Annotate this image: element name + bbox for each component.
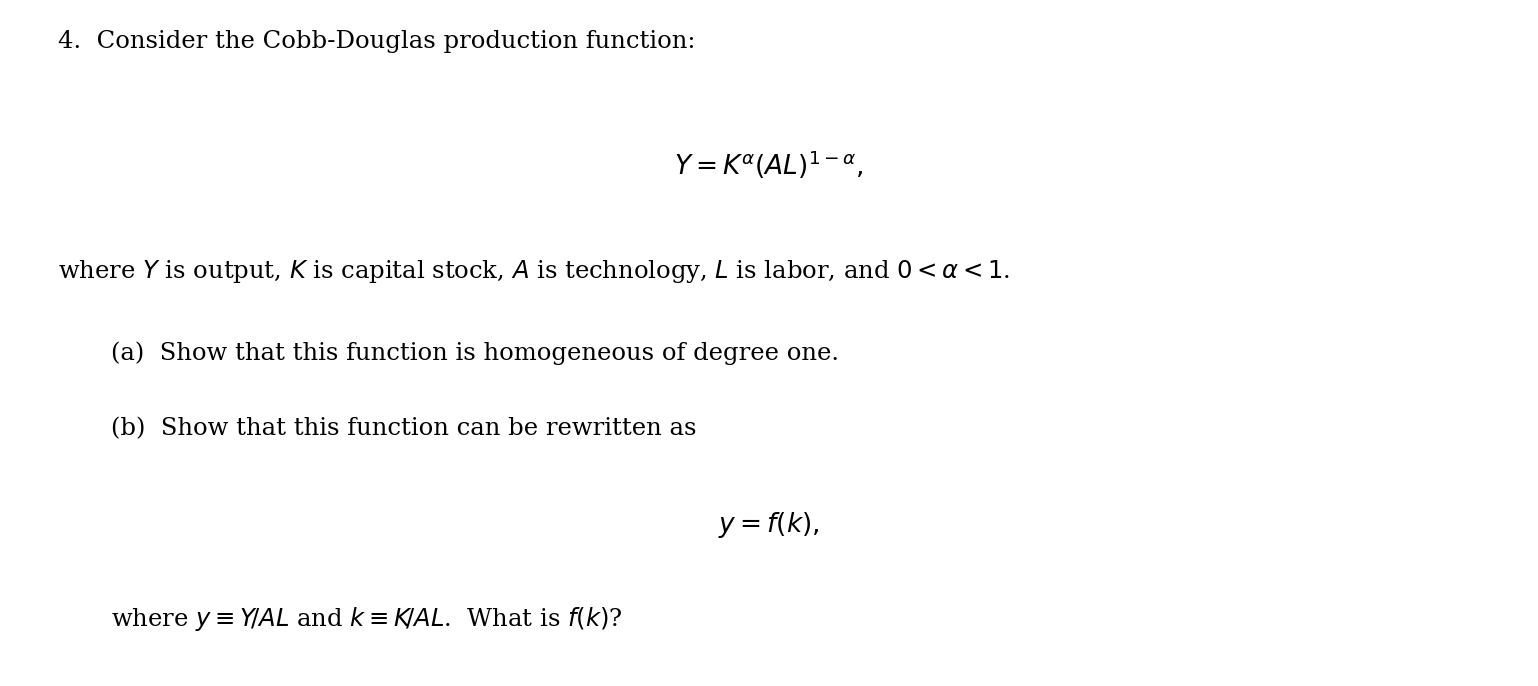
Text: where $Y$ is output, $K$ is capital stock, $A$ is technology, $L$ is labor, and : where $Y$ is output, $K$ is capital stoc… xyxy=(58,258,1010,285)
Text: $Y = K^{\alpha}(AL)^{1-\alpha},$: $Y = K^{\alpha}(AL)^{1-\alpha},$ xyxy=(674,148,864,181)
Text: where $y \equiv Y\!/AL$ and $k \equiv K\!/AL$.  What is $f(k)$?: where $y \equiv Y\!/AL$ and $k \equiv K\… xyxy=(111,604,623,632)
Text: (b)  Show that this function can be rewritten as: (b) Show that this function can be rewri… xyxy=(111,418,697,440)
Text: (a)  Show that this function is homogeneous of degree one.: (a) Show that this function is homogeneo… xyxy=(111,342,838,365)
Text: 4.  Consider the Cobb-Douglas production function:: 4. Consider the Cobb-Douglas production … xyxy=(58,30,695,53)
Text: $y = f(k),$: $y = f(k),$ xyxy=(718,510,820,540)
